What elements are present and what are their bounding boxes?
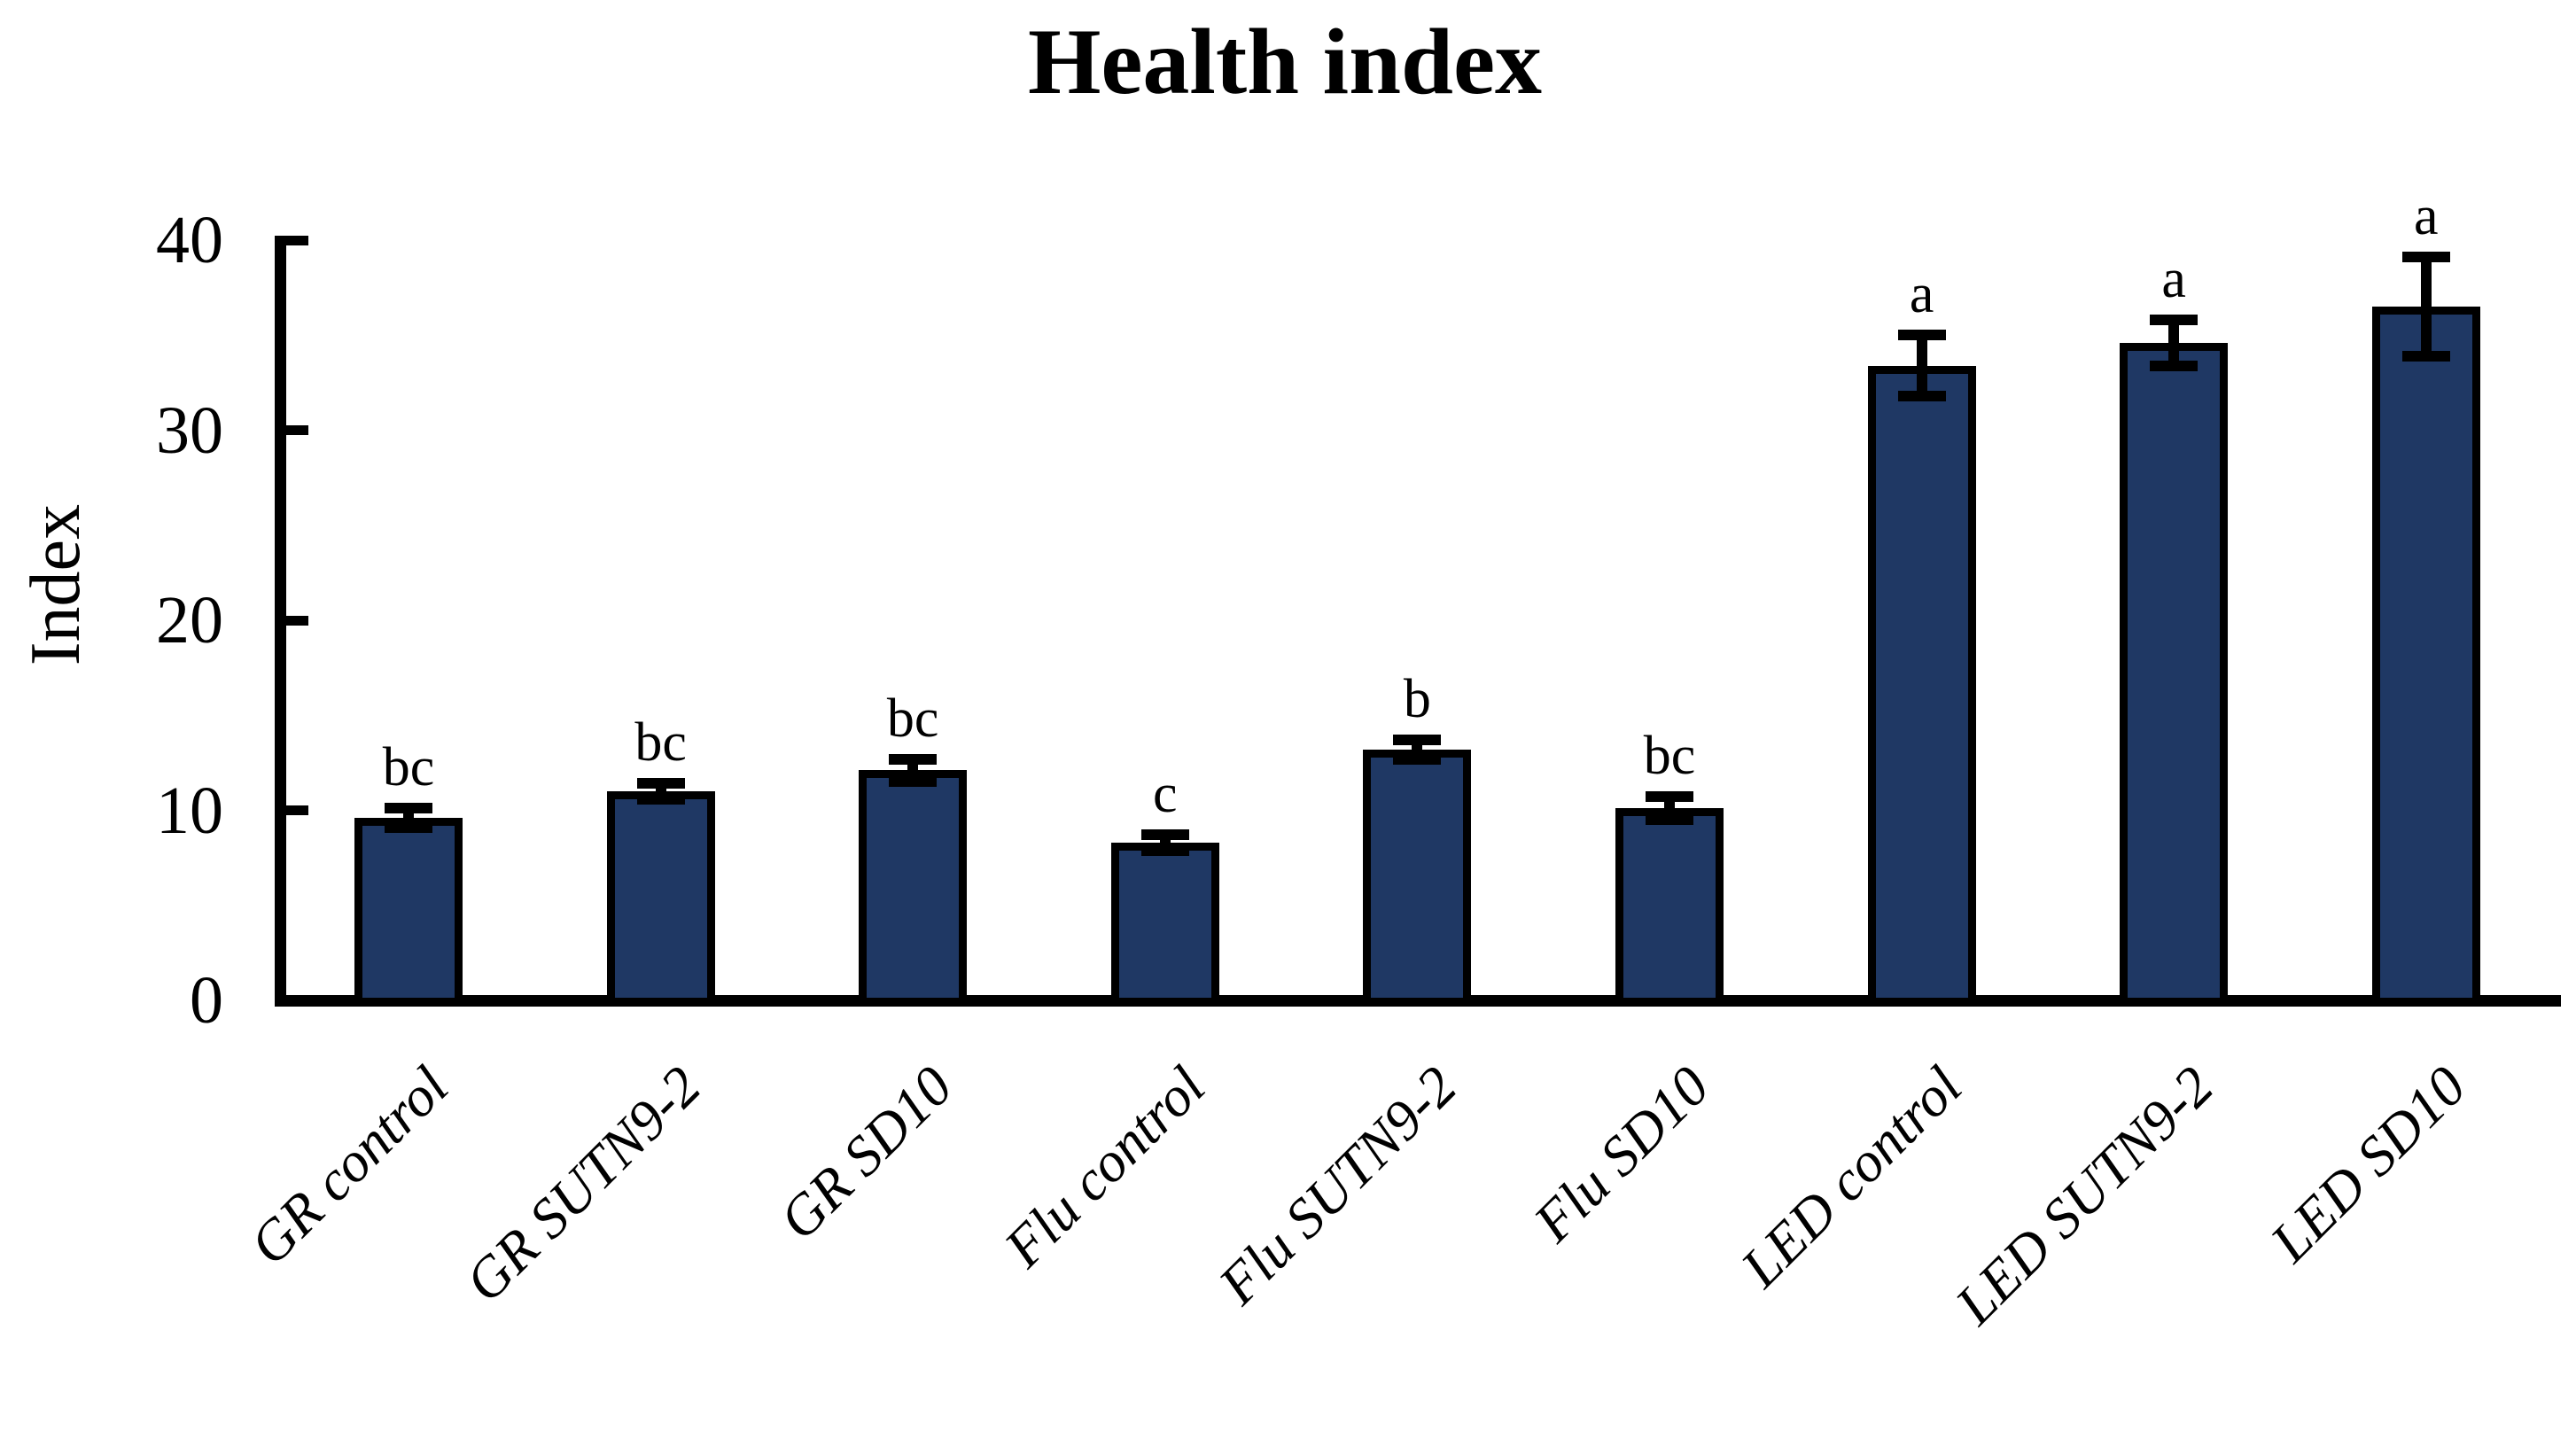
error-bar-line-led-sutn9-2 bbox=[2168, 320, 2180, 366]
error-bar-cap-top-flu-control bbox=[1140, 829, 1189, 841]
error-bar-cap-bottom-flu-control bbox=[1140, 844, 1189, 856]
error-bar-cap-bottom-led-sutn9-2 bbox=[2150, 360, 2199, 371]
bar-flu-sutn9-2 bbox=[1363, 749, 1472, 1006]
bar-flu-control bbox=[1110, 842, 1219, 1006]
sig-letter-flu-sd10: bc bbox=[1643, 726, 1696, 787]
error-bar-cap-bottom-flu-sutn9-2 bbox=[1393, 753, 1442, 765]
error-bar-cap-top-led-sutn9-2 bbox=[2150, 315, 2199, 326]
error-bar-cap-bottom-gr-sd10 bbox=[889, 776, 938, 788]
error-bar-cap-top-flu-sd10 bbox=[1646, 791, 1693, 803]
y-tick-mark-10 bbox=[280, 805, 308, 815]
y-tick-mark-20 bbox=[280, 615, 308, 626]
error-bar-cap-top-led-control bbox=[1897, 330, 1946, 341]
sig-letter-flu-control: c bbox=[1153, 764, 1178, 825]
y-tick-label-10: 10 bbox=[156, 773, 223, 848]
error-bar-line-led-sd10 bbox=[2420, 257, 2432, 356]
error-bar-cap-top-led-sd10 bbox=[2401, 252, 2450, 263]
error-bar-cap-top-flu-sutn9-2 bbox=[1393, 735, 1442, 746]
sig-letter-gr-sutn9-2: bc bbox=[634, 712, 687, 774]
bar-led-sd10 bbox=[2371, 307, 2480, 1006]
sig-letter-gr-sd10: bc bbox=[886, 688, 939, 749]
error-bar-line-flu-sd10 bbox=[1664, 797, 1675, 821]
error-bar-cap-top-gr-control bbox=[385, 803, 432, 814]
y-tick-label-20: 20 bbox=[156, 583, 223, 657]
error-bar-cap-bottom-led-control bbox=[1897, 390, 1946, 401]
chart-title: Health index bbox=[1027, 10, 1543, 113]
error-bar-cap-bottom-gr-control bbox=[385, 821, 432, 833]
y-tick-label-30: 30 bbox=[156, 393, 223, 468]
sig-letter-led-control: a bbox=[1909, 264, 1934, 325]
error-bar-cap-top-gr-sd10 bbox=[889, 753, 938, 765]
sig-letter-flu-sutn9-2: b bbox=[1403, 669, 1431, 730]
error-bar-cap-bottom-flu-sd10 bbox=[1646, 814, 1693, 826]
y-tick-mark-40 bbox=[280, 235, 308, 245]
y-tick-label-0: 0 bbox=[190, 963, 223, 1038]
sig-letter-led-sd10: a bbox=[2414, 186, 2439, 247]
bar-gr-sutn9-2 bbox=[606, 791, 715, 1006]
error-bar-line-gr-sd10 bbox=[907, 758, 919, 782]
bar-led-sutn9-2 bbox=[2120, 342, 2229, 1006]
error-bar-cap-bottom-led-sd10 bbox=[2401, 350, 2450, 362]
bar-gr-control bbox=[354, 818, 463, 1006]
error-bar-cap-bottom-gr-sutn9-2 bbox=[636, 793, 685, 805]
error-bar-line-led-control bbox=[1916, 335, 1927, 396]
bar-flu-sd10 bbox=[1615, 808, 1724, 1006]
bar-led-control bbox=[1867, 365, 1976, 1006]
y-tick-label-40: 40 bbox=[156, 203, 223, 277]
sig-letter-led-sutn9-2: a bbox=[2161, 249, 2186, 310]
bar-gr-sd10 bbox=[859, 770, 968, 1006]
sig-letter-gr-control: bc bbox=[382, 737, 435, 798]
y-tick-mark-30 bbox=[280, 425, 308, 435]
x-label-led-sd10: LED SD10 bbox=[2258, 1054, 2478, 1274]
error-bar-cap-top-gr-sutn9-2 bbox=[636, 778, 685, 790]
